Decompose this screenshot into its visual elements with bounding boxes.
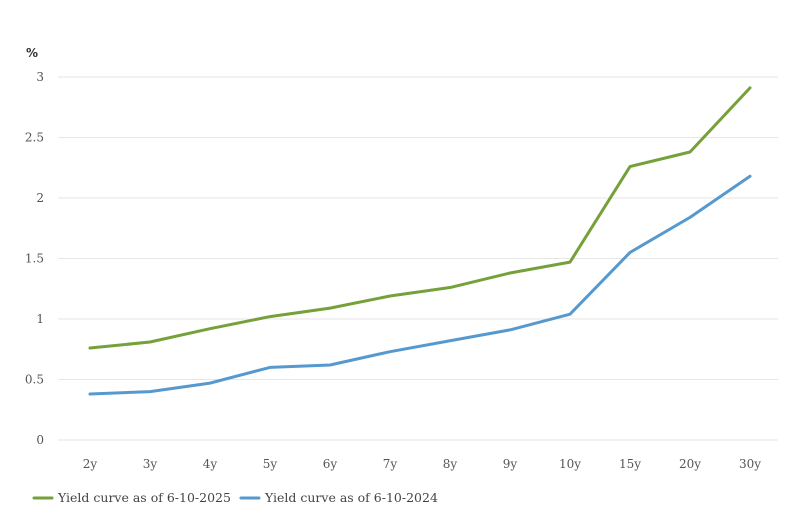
y-tick-label: 1.5	[25, 252, 44, 266]
y-tick-label: 0.5	[25, 373, 44, 387]
x-tick-label: 3y	[143, 457, 158, 471]
x-tick-label: 4y	[203, 457, 218, 471]
x-tick-label: 8y	[443, 457, 458, 471]
y-axis-ticks: 0 0.5 1 1.5 2 2.5 3	[25, 70, 44, 447]
x-tick-label: 7y	[383, 457, 398, 471]
y-tick-label: 0	[36, 433, 44, 447]
x-tick-label: 5y	[263, 457, 278, 471]
x-tick-label: 2y	[83, 457, 98, 471]
legend-label: Yield curve as of 6-10-2025	[57, 490, 231, 505]
x-axis-ticks: 2y 3y 4y 5y 6y 7y 8y 9y 10y 15y 20y 30y	[83, 457, 761, 471]
x-tick-label: 20y	[679, 457, 701, 471]
series-line-0	[88, 86, 752, 350]
series-lines	[88, 86, 752, 396]
legend: Yield curve as of 6-10-2025 Yield curve a…	[32, 490, 438, 505]
x-tick-label: 10y	[559, 457, 581, 471]
x-tick-label: 6y	[323, 457, 338, 471]
x-tick-label: 30y	[739, 457, 761, 471]
legend-label: Yield curve as of 6-10-2024	[264, 490, 438, 505]
x-tick-label: 9y	[503, 457, 518, 471]
x-tick-label: 15y	[619, 457, 641, 471]
y-tick-label: 2.5	[25, 131, 44, 145]
series-line-1	[88, 174, 752, 396]
grid-lines	[58, 76, 778, 441]
y-tick-label: 3	[36, 70, 44, 84]
y-tick-label: 1	[36, 312, 44, 326]
y-axis-unit-label: %	[26, 46, 38, 60]
y-tick-label: 2	[36, 191, 44, 205]
